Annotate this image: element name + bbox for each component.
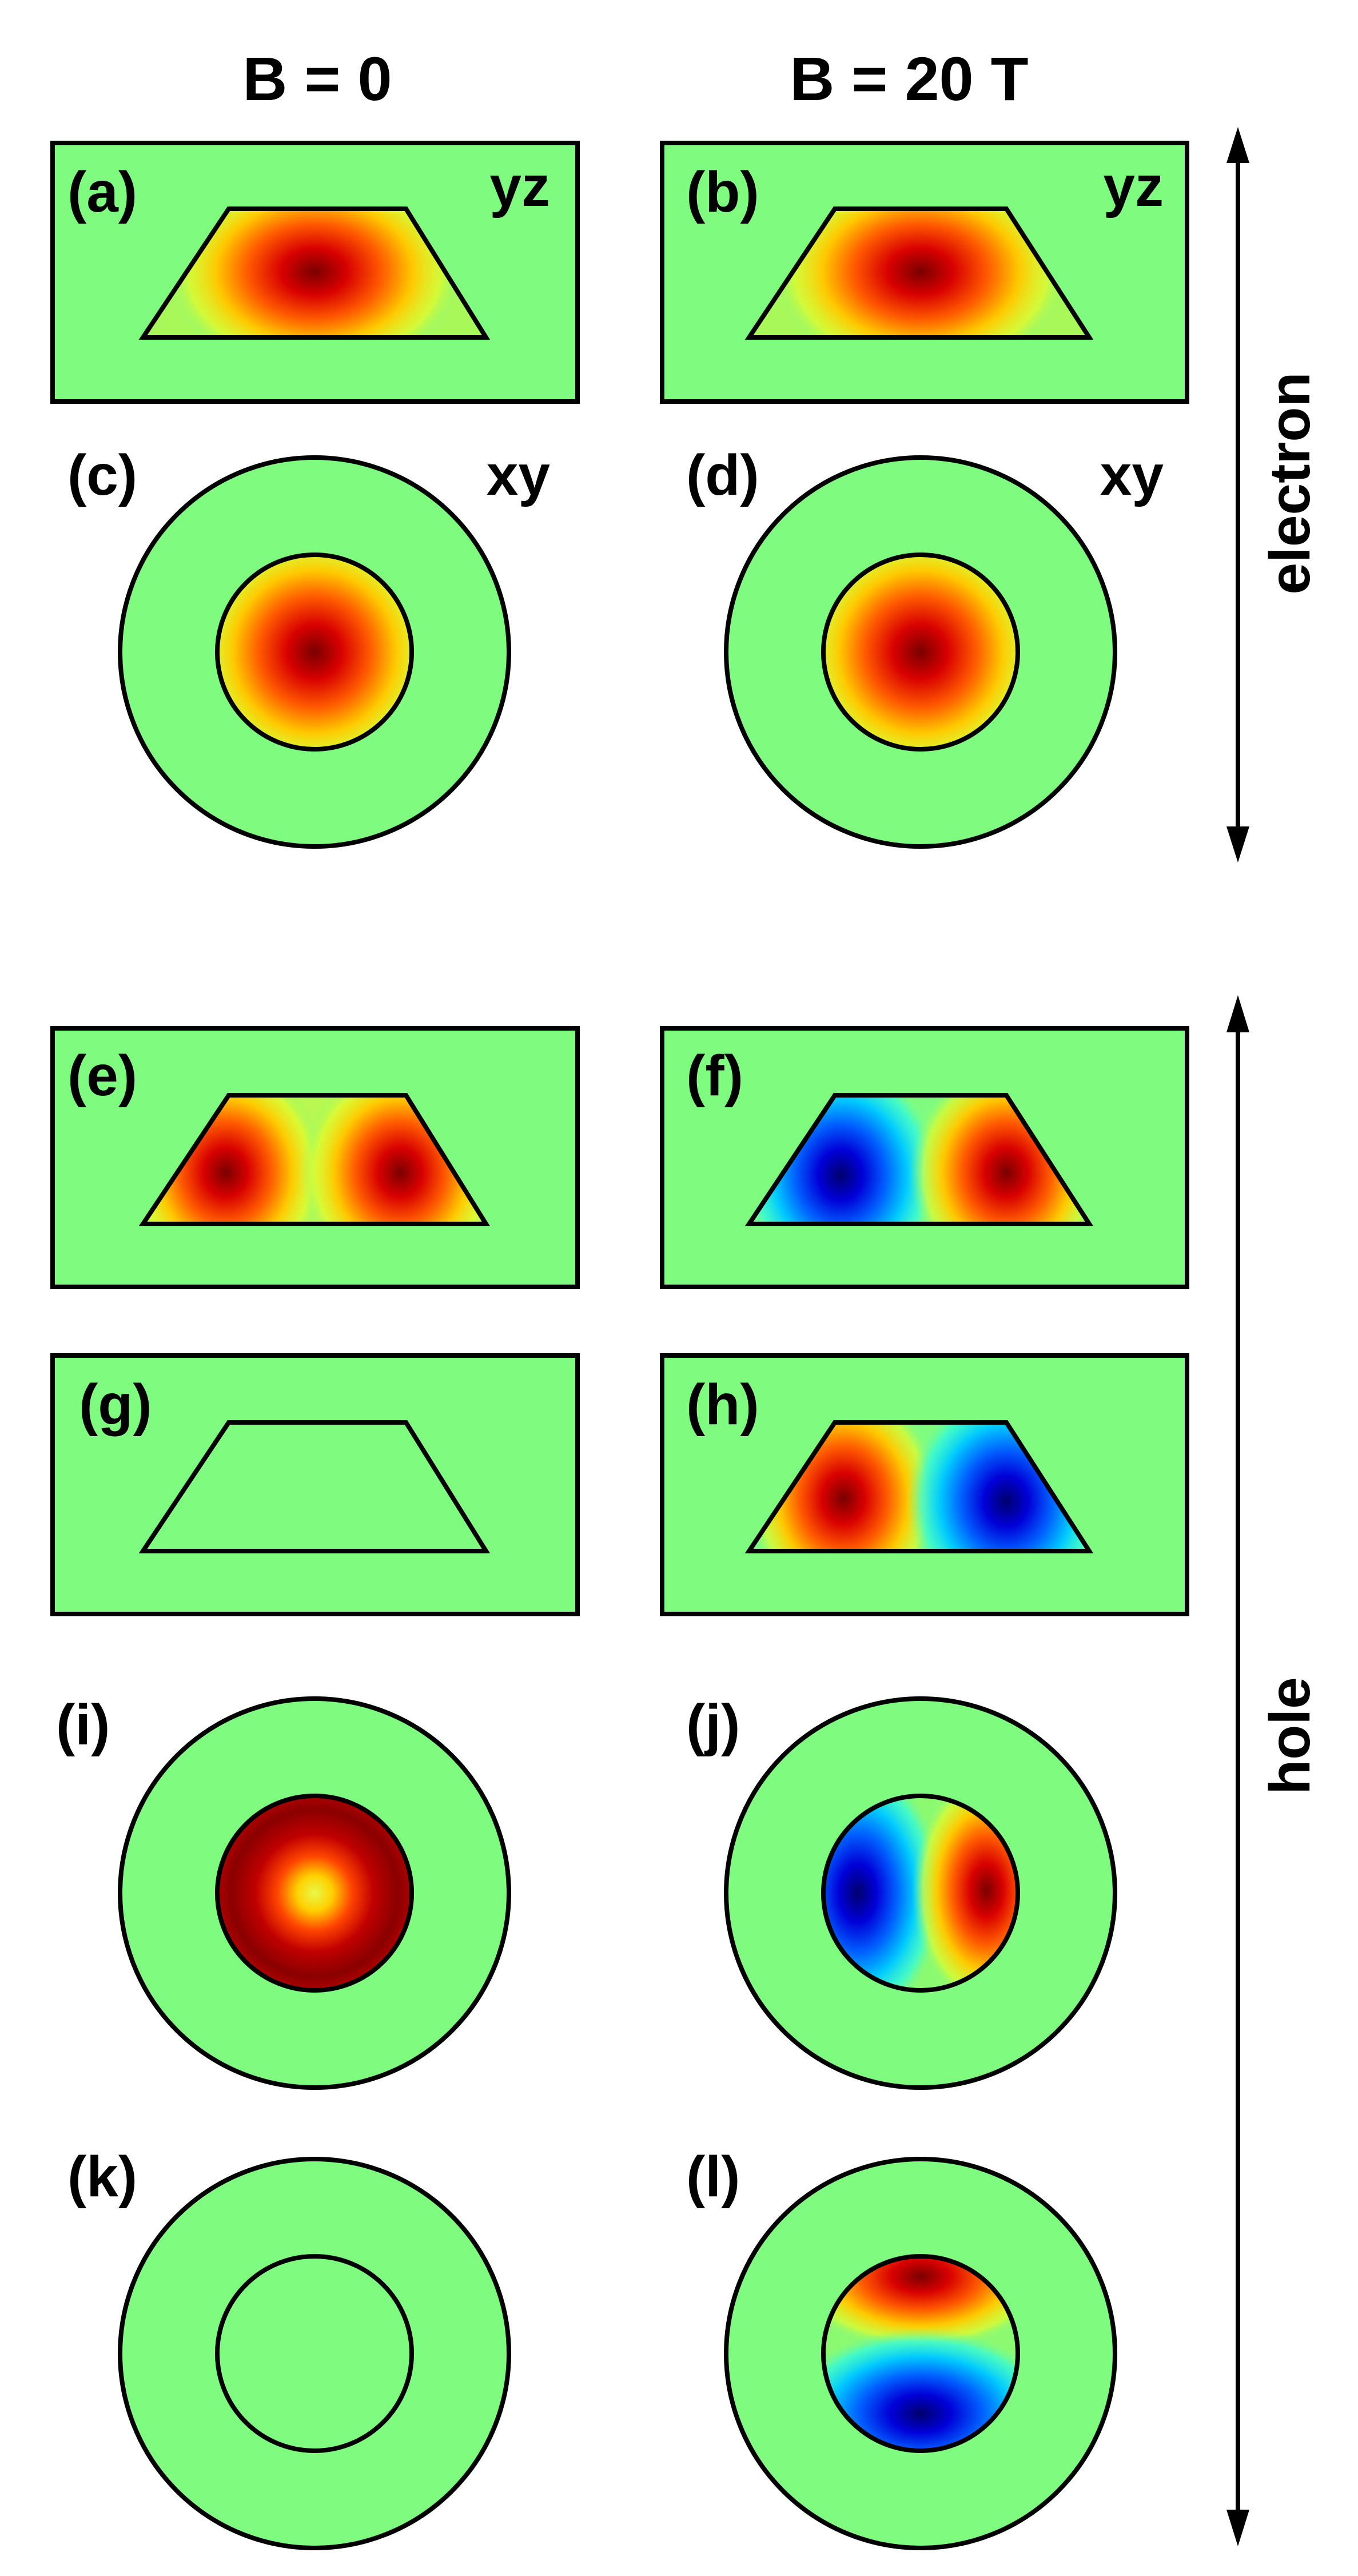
panel-label-b: (b)	[686, 160, 759, 224]
column-header-b20: B = 20 T	[790, 44, 1028, 113]
panel-l: (l)	[686, 2145, 1117, 2550]
panel-e: (e)	[50, 1026, 580, 1289]
view-label-yz: yz	[1103, 154, 1164, 218]
panel-f: (f)	[660, 1026, 1189, 1289]
panel-label-d: (d)	[686, 443, 759, 507]
view-label-xy: xy	[1100, 443, 1164, 507]
view-label-xy: xy	[487, 443, 551, 507]
panel-label-a: (a)	[67, 160, 137, 224]
panel-label-h: (h)	[686, 1373, 759, 1437]
panel-c: (c) xy	[67, 443, 551, 849]
panel-k: (k)	[67, 2145, 511, 2550]
panel-a: (a) yz	[50, 141, 580, 404]
panel-j: (j)	[686, 1693, 1117, 2090]
column-header-b0: B = 0	[242, 44, 392, 113]
panel-label-e: (e)	[67, 1044, 137, 1108]
panel-g: (g)	[50, 1353, 580, 1616]
panel-b: (b) yz	[660, 141, 1189, 404]
side-label-hole: hole	[1258, 1677, 1322, 1795]
side-label-electron: electron	[1258, 372, 1322, 594]
panel-label-i: (i)	[56, 1693, 110, 1757]
panel-label-j: (j)	[686, 1693, 740, 1757]
panel-i: (i)	[56, 1693, 511, 2090]
panel-d: (d) xy	[686, 443, 1164, 849]
panel-label-f: (f)	[686, 1044, 743, 1108]
electron-arrow	[1226, 127, 1249, 862]
panel-label-c: (c)	[67, 443, 137, 507]
view-label-yz: yz	[489, 154, 550, 218]
panel-label-g: (g)	[79, 1373, 152, 1437]
panel-h: (h)	[660, 1353, 1189, 1616]
panel-label-l: (l)	[686, 2145, 740, 2209]
panel-label-k: (k)	[67, 2145, 137, 2209]
hole-arrow	[1226, 995, 1249, 2546]
